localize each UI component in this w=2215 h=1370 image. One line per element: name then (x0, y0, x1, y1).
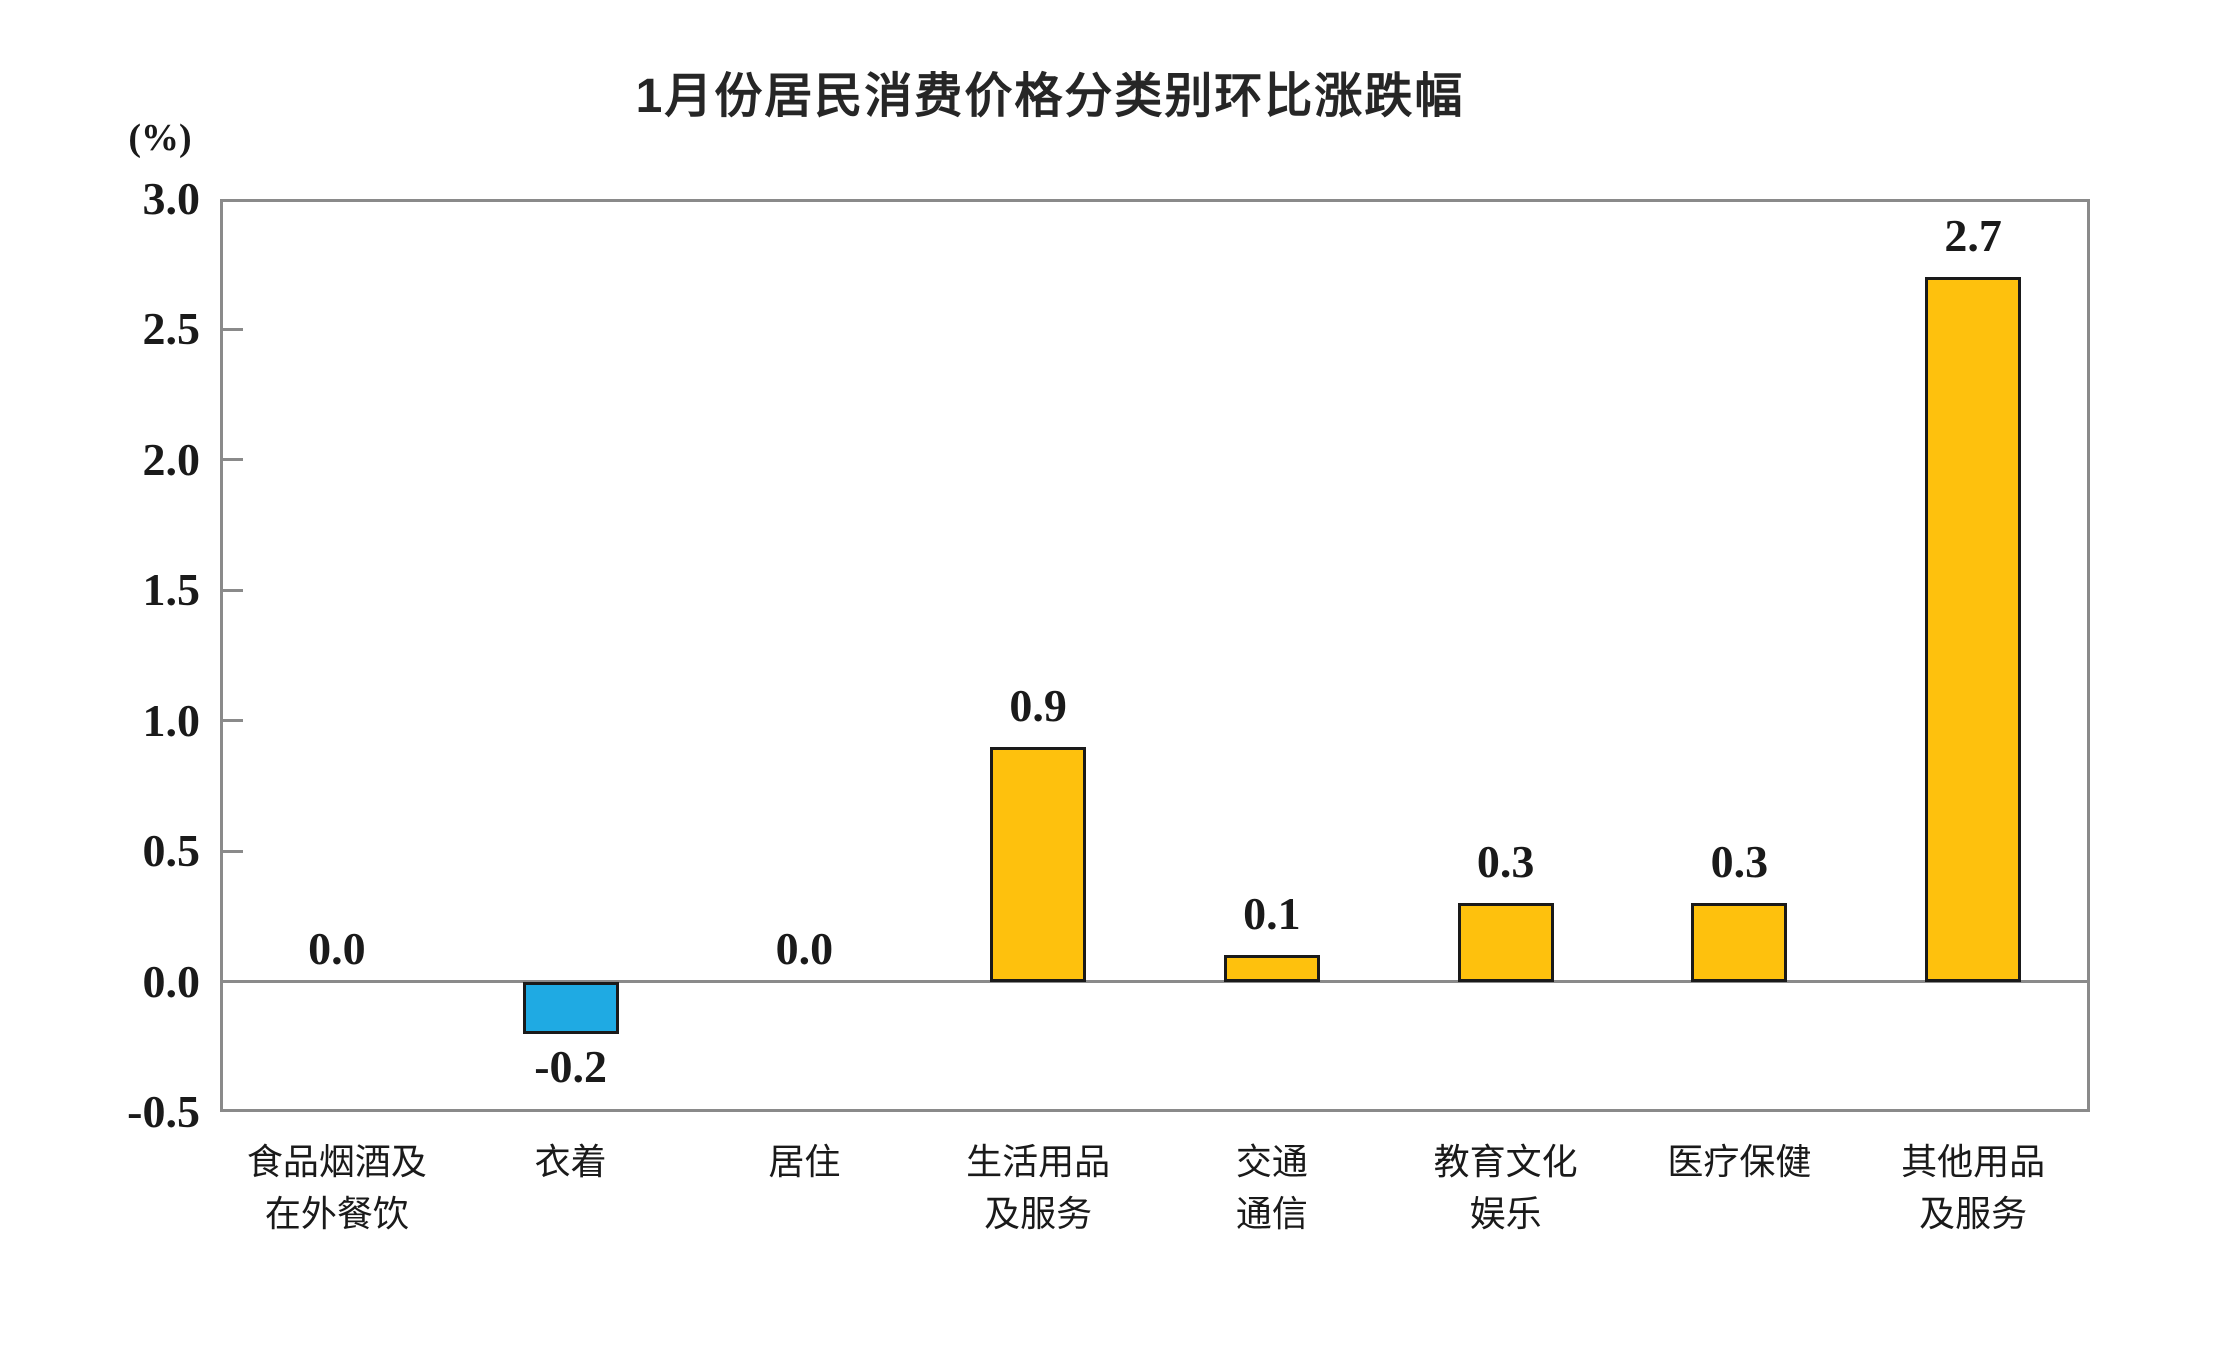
y-tick-mark (223, 327, 243, 331)
x-category-label: 衣着 (431, 1136, 711, 1188)
zero-baseline (220, 980, 2090, 984)
y-tick-mark (223, 588, 243, 592)
bar-value-label: 0.3 (1710, 836, 1769, 888)
bar-value-label: 0.0 (308, 922, 366, 974)
y-tick-mark (223, 849, 243, 853)
x-category-label-line: 及服务 (984, 1193, 1093, 1234)
x-category-label: 教育文化 娱乐 (1366, 1136, 1646, 1240)
x-category-label-line: 在外餐饮 (264, 1193, 409, 1234)
bar-value-label: 0.3 (1476, 836, 1535, 888)
x-category-label-line: 交通 (1235, 1141, 1308, 1182)
chart-title: 1月份居民消费价格分类别环比涨跌幅 (635, 70, 1465, 123)
x-category-label-line: 教育文化 (1433, 1141, 1578, 1182)
bar-positive (1223, 955, 1320, 982)
plot-area (220, 199, 2090, 1112)
y-tick-label: -0.5 (127, 1086, 200, 1137)
x-category-label-line: 医疗保健 (1667, 1141, 1812, 1182)
x-category-label: 生活用品 及服务 (898, 1136, 1178, 1240)
x-category-label-line: 及服务 (1919, 1193, 2028, 1234)
y-tick-label: 2.0 (142, 433, 201, 485)
bar-positive (990, 746, 1087, 982)
y-tick-label: 1.0 (142, 694, 201, 746)
bar-value-label: -0.2 (534, 1040, 608, 1092)
bar-negative (522, 981, 619, 1034)
x-category-label: 交通 通信 (1132, 1136, 1412, 1240)
bar-value-label: 0.1 (1243, 888, 1301, 940)
x-category-label-line: 衣着 (534, 1141, 607, 1182)
x-category-label: 食品烟酒及 在外餐饮 (197, 1136, 477, 1240)
x-category-label-line: 生活用品 (966, 1141, 1111, 1182)
x-category-label-line: 通信 (1235, 1193, 1308, 1234)
x-category-label-line: 食品烟酒及 (246, 1141, 427, 1182)
bar-positive (1925, 277, 2022, 982)
x-category-label: 居住 (664, 1136, 944, 1188)
bar-positive (1691, 903, 1788, 982)
y-axis-unit-label: (%) (128, 117, 192, 159)
y-tick-mark (223, 458, 243, 462)
x-category-label-line: 居住 (768, 1141, 841, 1182)
x-category-label: 其他用品 及服务 (1833, 1136, 2113, 1240)
y-tick-mark (223, 719, 243, 723)
y-tick-label: 3.0 (142, 173, 201, 224)
y-tick-label: 2.5 (142, 303, 201, 355)
bar-positive (1457, 903, 1554, 982)
x-category-label: 医疗保健 (1599, 1136, 1879, 1188)
x-category-label-line: 娱乐 (1469, 1193, 1542, 1234)
y-tick-label: 0.0 (142, 955, 201, 1007)
y-tick-label: 1.5 (142, 564, 201, 616)
bar-value-label: 0.9 (1009, 679, 1067, 731)
x-category-label-line: 其他用品 (1901, 1141, 2046, 1182)
y-tick-label: 0.5 (142, 825, 201, 877)
bar-value-label: 0.0 (775, 922, 834, 974)
bar-value-label: 2.7 (1944, 210, 2002, 262)
